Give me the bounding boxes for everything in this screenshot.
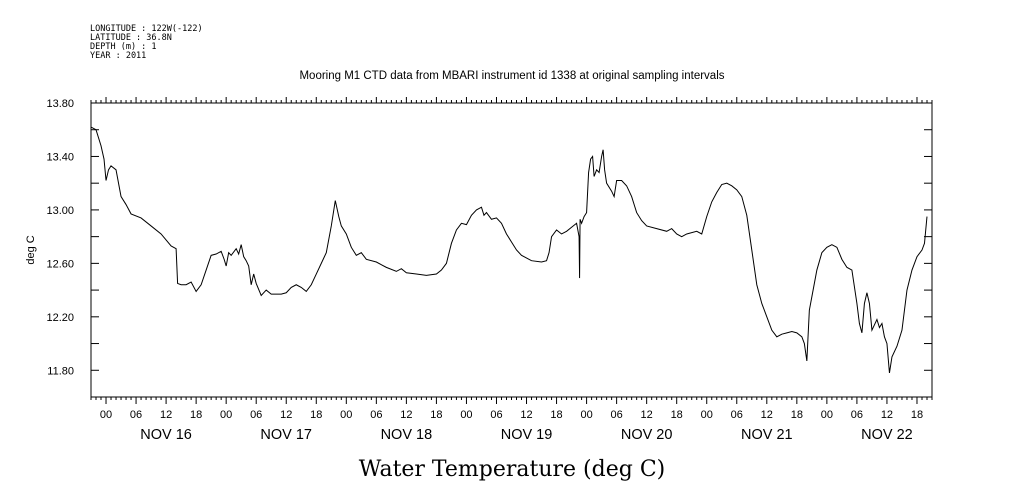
chart-title: Mooring M1 CTD data from MBARI instrumen… — [299, 70, 724, 82]
y-tick-label: 11.80 — [47, 365, 74, 377]
x-hour-label: 12 — [520, 409, 532, 421]
x-hour-label: 00 — [460, 409, 472, 421]
y-tick-label: 13.00 — [46, 205, 74, 217]
x-hour-label: 12 — [280, 409, 292, 421]
latitude-label: LATITUDE : 36.8N — [90, 33, 172, 43]
x-hour-label: 06 — [490, 409, 502, 421]
x-hour-label: 18 — [430, 409, 442, 421]
x-day-label: NOV 22 — [861, 427, 913, 443]
y-axis: 11.80 12.20 12.60 13.00 13.40 13.80 — [46, 98, 932, 398]
x-hour-label: 00 — [701, 409, 713, 421]
x-hour-label: 12 — [761, 409, 773, 421]
x-day-label: NOV 16 — [140, 427, 192, 443]
x-hour-label: 12 — [641, 409, 653, 421]
x-hour-label: 00 — [821, 409, 833, 421]
x-hour-label: 12 — [881, 409, 893, 421]
series-group — [90, 126, 928, 374]
x-hour-label: 06 — [130, 409, 142, 421]
x-hour-label: 00 — [220, 409, 232, 421]
x-day-label: NOV 18 — [381, 427, 433, 443]
y-tick-label: 13.40 — [46, 151, 74, 163]
minor-ticks — [90, 100, 933, 400]
year-label: YEAR : 2011 — [90, 51, 146, 61]
y-tick-label: 13.80 — [46, 98, 74, 110]
x-hour-label: 18 — [310, 409, 322, 421]
x-day-label: NOV 19 — [501, 427, 553, 443]
header-info: LONGITUDE : 122W(-122) LATITUDE : 36.8N … — [90, 24, 203, 61]
temperature-series-line — [90, 126, 928, 374]
x-axis-label: Water Temperature (deg C) — [359, 457, 666, 482]
x-hour-label: 18 — [671, 409, 683, 421]
x-hour-label: 06 — [851, 409, 863, 421]
x-hour-label: 06 — [370, 409, 382, 421]
y-tick-label: 12.20 — [46, 312, 74, 324]
depth-label: DEPTH (m) : 1 — [90, 42, 157, 52]
x-axis: 00 06 12 18 00 06 12 18 00 06 12 18 00 06 12 18 00 06 12 18… — [100, 97, 923, 443]
x-day-label: NOV 20 — [621, 427, 673, 443]
y-tick-label: 12.60 — [46, 258, 74, 270]
x-hour-label: 12 — [160, 409, 172, 421]
x-hour-label: 06 — [731, 409, 743, 421]
x-hour-label: 00 — [580, 409, 592, 421]
x-hour-label: 06 — [250, 409, 262, 421]
x-hour-label: 00 — [340, 409, 352, 421]
x-hour-label: 18 — [911, 409, 923, 421]
x-hour-label: 12 — [400, 409, 412, 421]
x-hour-label: 18 — [791, 409, 803, 421]
y-axis-label: deg C — [25, 235, 37, 264]
x-hour-label: 18 — [550, 409, 562, 421]
x-day-label: NOV 21 — [741, 427, 793, 443]
longitude-label: LONGITUDE : 122W(-122) — [90, 24, 203, 34]
x-hour-label: 18 — [190, 409, 202, 421]
x-hour-label: 06 — [611, 409, 623, 421]
x-hour-label: 00 — [100, 409, 112, 421]
x-day-label: NOV 17 — [260, 427, 312, 443]
